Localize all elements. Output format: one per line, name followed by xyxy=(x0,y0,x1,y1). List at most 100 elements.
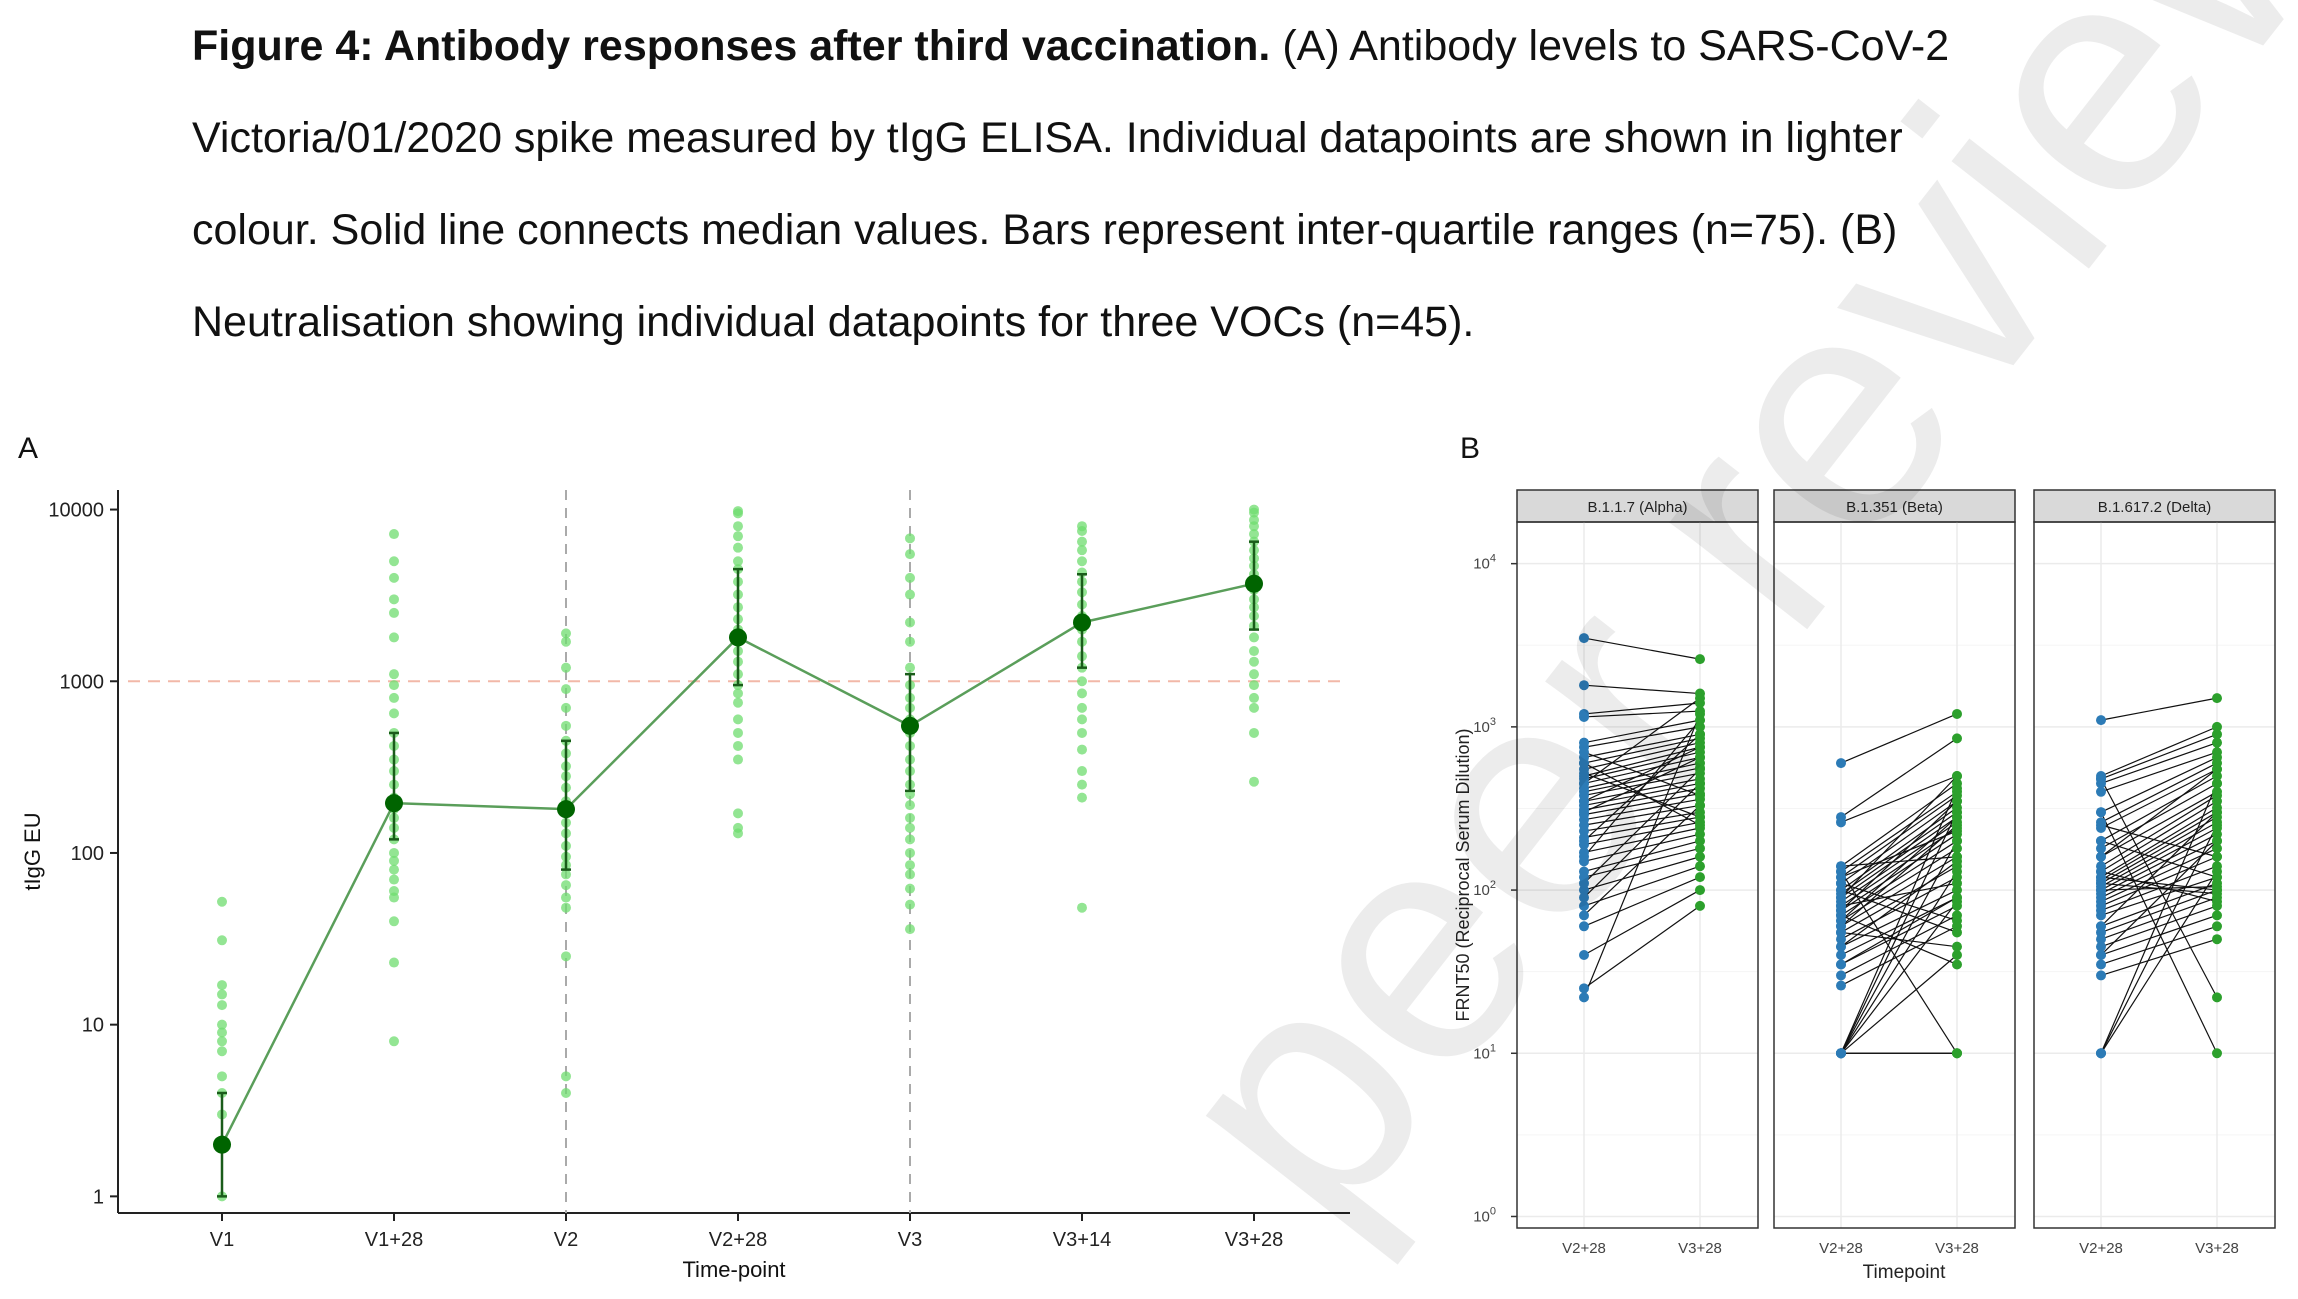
point-v2 xyxy=(2096,959,2106,970)
point-v2 xyxy=(2096,950,2106,961)
point-v2 xyxy=(1836,950,1846,961)
data-point xyxy=(905,617,915,628)
point-v2 xyxy=(2096,786,2106,797)
data-point xyxy=(733,754,743,765)
point-v3 xyxy=(1695,729,1705,740)
point-v2 xyxy=(2096,970,2106,981)
point-v3 xyxy=(1695,764,1705,775)
y-tick-label: 1 xyxy=(93,1186,104,1208)
data-point xyxy=(733,697,743,708)
point-v3 xyxy=(1952,950,1962,961)
median-point xyxy=(1245,574,1263,593)
data-point xyxy=(389,607,399,618)
pair-line xyxy=(1840,816,1958,922)
data-point xyxy=(389,1036,399,1047)
data-point xyxy=(905,572,915,583)
pair-line xyxy=(1583,756,1701,813)
data-point xyxy=(1249,529,1259,540)
point-v3 xyxy=(1695,851,1705,862)
pair-line xyxy=(1583,772,1701,818)
chart-a: 1 10 100 1000 10000 V1 V1+28 V2 V2+28 V3 V3+14 V3+2… xyxy=(20,490,1350,1282)
point-v2 xyxy=(1579,950,1589,961)
pair-line xyxy=(2100,756,2218,813)
pair-line xyxy=(2100,811,2218,881)
point-v2 xyxy=(1836,861,1846,872)
y-tick-label: 100 xyxy=(1473,1205,1496,1225)
pair-line xyxy=(1840,811,1958,1054)
data-point xyxy=(905,822,915,833)
data-point xyxy=(1077,526,1087,537)
data-point xyxy=(389,632,399,643)
pair-line xyxy=(2100,791,2218,858)
caption-line-1: Figure 4: Antibody responses after third… xyxy=(192,0,2092,92)
data-point xyxy=(217,1071,227,1082)
data-point xyxy=(1249,680,1259,691)
pair-line xyxy=(2100,847,2218,903)
data-point xyxy=(905,549,915,560)
pair-line xyxy=(2100,833,2218,895)
pair-line xyxy=(1583,821,1701,846)
data-point xyxy=(1077,545,1087,556)
point-v3 xyxy=(1952,812,1962,823)
pair-line xyxy=(1583,697,1701,784)
x-tick-label: V2+28 xyxy=(709,1229,767,1251)
point-v2 xyxy=(1836,970,1846,981)
point-v2 xyxy=(2096,885,2106,896)
point-v3 xyxy=(2212,921,2222,932)
data-point xyxy=(1249,776,1259,787)
data-point xyxy=(905,869,915,880)
point-v3 xyxy=(1695,900,1705,911)
data-point xyxy=(905,883,915,894)
pair-line xyxy=(1840,816,1958,899)
point-v3 xyxy=(1952,770,1962,781)
pair-line xyxy=(1840,737,1958,818)
point-v2 xyxy=(1836,900,1846,911)
data-point xyxy=(733,521,743,532)
pair-line xyxy=(1583,804,1701,826)
pair-line xyxy=(1840,775,1958,898)
pair-line xyxy=(2100,782,2218,849)
data-point xyxy=(561,720,571,731)
point-v2 xyxy=(1579,633,1589,644)
pair-line xyxy=(2100,733,2218,780)
data-point xyxy=(217,980,227,991)
point-v3 xyxy=(1952,708,1962,719)
data-point xyxy=(1249,521,1259,532)
data-point xyxy=(561,628,571,639)
data-point xyxy=(1249,692,1259,703)
pair-line xyxy=(1583,876,1701,927)
pair-line xyxy=(1840,889,1958,948)
point-v2 xyxy=(2096,843,2106,854)
data-point xyxy=(217,1000,227,1011)
data-point xyxy=(561,684,571,695)
point-v2 xyxy=(2096,820,2106,831)
data-point xyxy=(561,636,571,647)
pair-line xyxy=(1583,726,1701,748)
point-v3 xyxy=(1952,927,1962,938)
x-tick-label: V2+28 xyxy=(2079,1240,2123,1257)
pair-line xyxy=(2100,886,2218,891)
point-v3 xyxy=(1952,733,1962,744)
data-point xyxy=(905,800,915,811)
point-v2 xyxy=(1836,892,1846,903)
y-tick-label: 102 xyxy=(1473,879,1496,899)
point-v2 xyxy=(1836,941,1846,952)
data-point xyxy=(733,714,743,725)
x-tick-label: V3+14 xyxy=(1053,1229,1111,1251)
median-point xyxy=(557,800,575,819)
point-v2 xyxy=(1579,900,1589,911)
data-point xyxy=(1249,632,1259,643)
median-point xyxy=(213,1135,231,1154)
pair-line xyxy=(2100,870,2218,903)
data-point xyxy=(1249,507,1259,518)
x-tick-label: V3+28 xyxy=(2195,1240,2239,1257)
x-tick-label: V2+28 xyxy=(1562,1240,1606,1257)
pair-line xyxy=(1840,856,1958,927)
data-point xyxy=(1077,536,1087,547)
y-tick-label: 1000 xyxy=(60,671,105,693)
point-v2 xyxy=(2096,921,2106,932)
point-v3 xyxy=(1695,778,1705,789)
point-v2 xyxy=(1836,927,1846,938)
point-v3 xyxy=(1952,835,1962,846)
data-point xyxy=(733,556,743,567)
